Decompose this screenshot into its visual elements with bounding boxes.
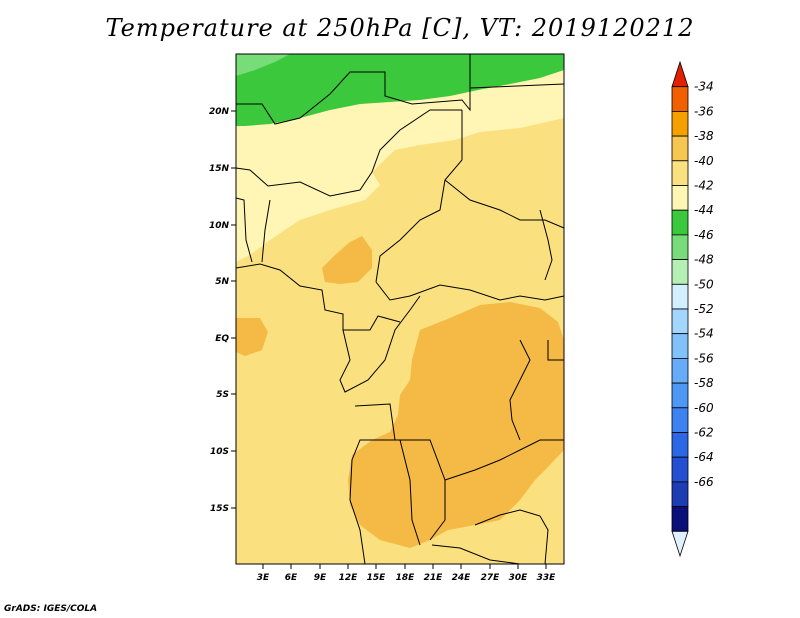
colorbar-label: -60 [694,401,714,415]
colorbar-swatch [671,259,689,285]
lat-label: 15N [209,164,230,174]
colorbar-label: -38 [694,129,714,143]
lat-label: 5S [216,390,229,400]
contour-green-north [236,54,564,126]
chart-title: Temperature at 250hPa [C], VT: 201912021… [105,14,695,42]
colorbar-swatch [671,86,689,112]
map-panel [235,53,565,565]
colorbar-swatch [671,382,689,409]
lat-label: 10S [210,447,229,457]
lat-label: 15S [210,504,229,514]
colorbar-label: -62 [694,426,714,440]
lat-label: 10N [209,221,230,231]
lon-label: 9E [314,573,327,583]
colorbar-swatch [671,111,689,137]
colorbar-swatch [671,135,689,162]
lon-label: 21E [424,573,444,583]
credit-text: GrADS: IGES/COLA [4,604,98,614]
lat-label: EQ [215,334,229,344]
lon-label: 15E [367,573,387,583]
colorbar-label: -46 [694,228,714,242]
colorbar-swatch [671,308,689,335]
colorbar-label: -34 [694,80,714,94]
colorbar-label: -50 [694,277,714,291]
lon-label: 24E [452,573,472,583]
country-borders [235,54,565,565]
colorbar-swatch [671,160,689,186]
colorbar-swatch [671,481,689,507]
colorbar-arrow-top [671,60,689,88]
colorbar: -34 -36 -38 -40 -42 -44 -46 -48 -50 -52 -54 -56 -58 -… [671,60,714,558]
colorbar-swatch [671,506,689,532]
colorbar-label: -52 [694,302,714,316]
colorbar-swatch [671,407,689,433]
lat-label: 20N [209,107,230,117]
colorbar-swatch [671,209,689,236]
lon-axis: 3E 6E 9E 12E 15E 18E 21E 24E 27E 30E 33E [257,564,556,583]
colorbar-arrow-bottom [671,530,689,558]
map-frame [235,53,565,565]
lon-label: 3E [257,573,270,583]
lon-label: 12E [339,573,359,583]
colorbar-label: -56 [694,351,714,365]
lon-label: 18E [396,573,416,583]
lon-label: 33E [537,573,557,583]
colorbar-label: -66 [694,475,714,489]
colorbar-swatch [671,234,689,260]
colorbar-swatch [671,456,689,483]
colorbar-swatch [671,283,689,310]
lon-label: 6E [285,573,298,583]
colorbar-label: -48 [694,253,714,267]
colorbar-label: -58 [694,376,714,390]
lon-label: 27E [481,573,501,583]
colorbar-swatch [671,333,689,359]
colorbar-swatch [671,357,689,384]
contour-green-light [236,54,290,76]
colorbar-label: -64 [694,450,714,464]
colorbar-label: -36 [694,104,714,118]
lat-label: 5N [215,277,229,287]
contour-orange-west-patch [236,318,268,356]
lon-label: 30E [509,573,529,583]
colorbar-swatch [671,185,689,211]
colorbar-label: -54 [694,327,714,341]
contour-orange-north [322,236,372,284]
lat-axis: 20N 15N 10N 5N EQ 5S 10S 15S [209,107,236,514]
colorbar-label: -42 [694,179,714,193]
colorbar-label: -44 [694,203,714,217]
colorbar-label: -40 [694,154,714,168]
colorbar-swatch [671,432,689,458]
contour-orange-central [348,302,564,548]
